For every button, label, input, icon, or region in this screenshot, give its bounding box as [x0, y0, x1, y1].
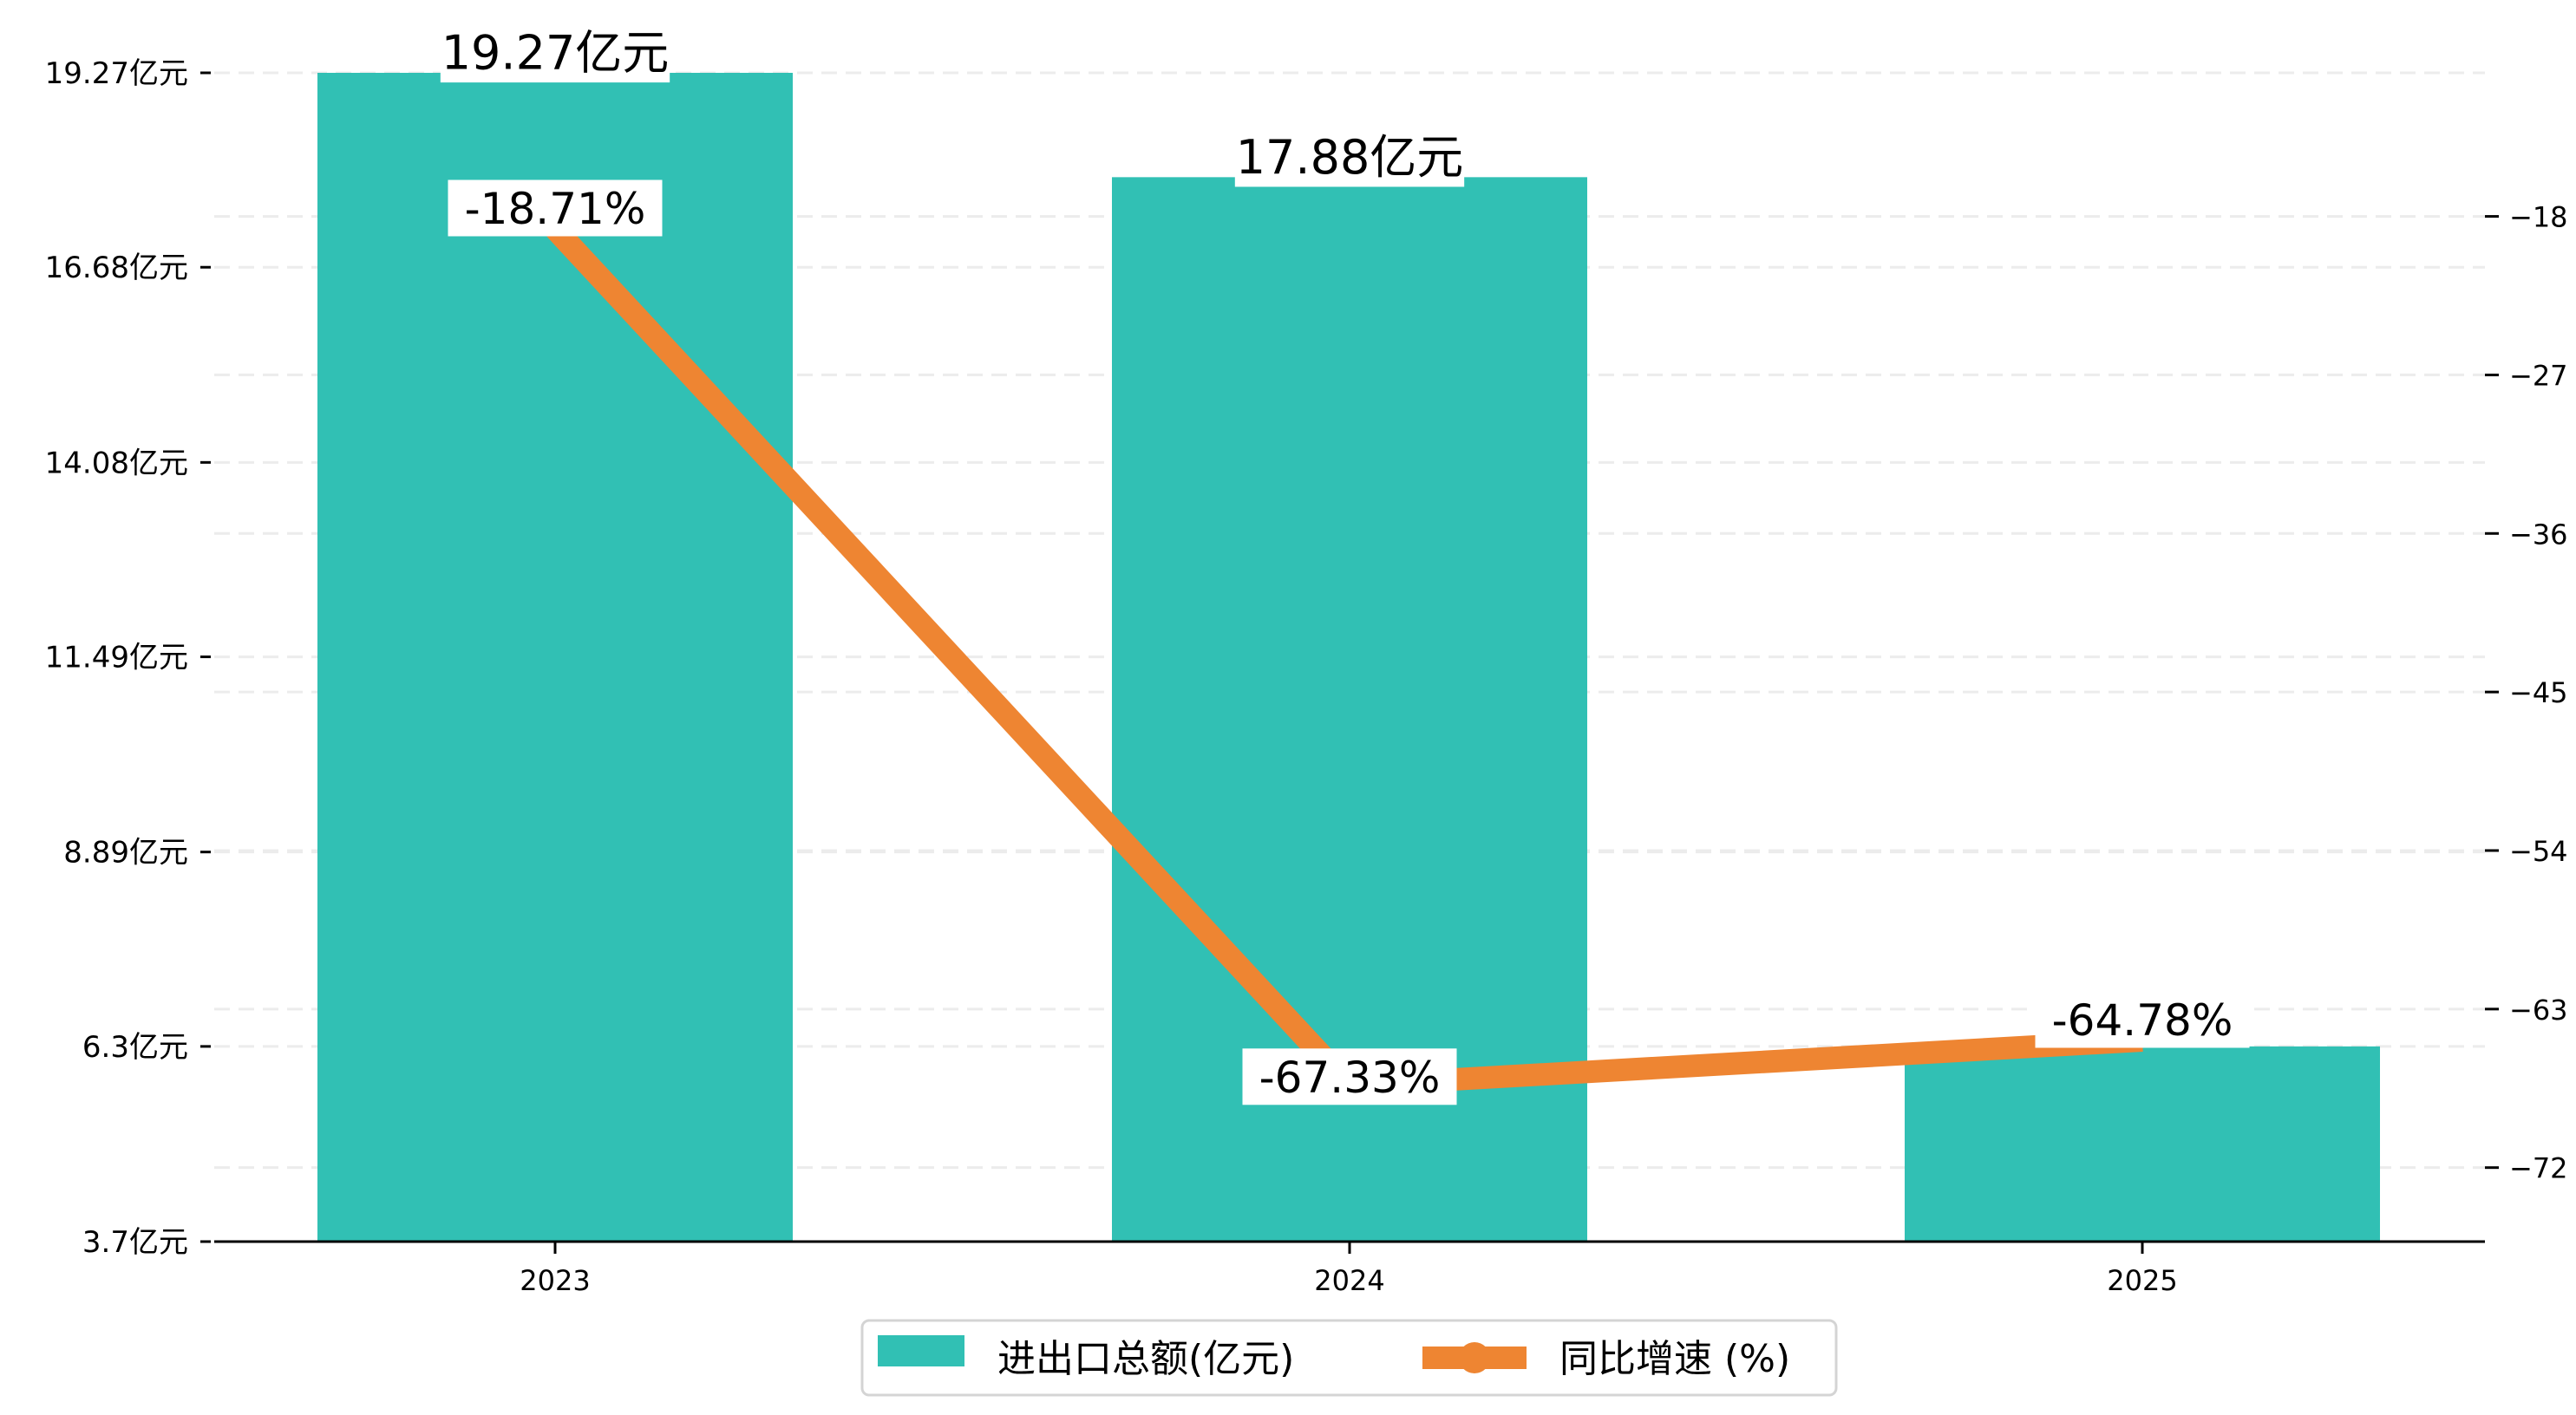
bar-2023 — [317, 73, 793, 1242]
bar-2025 — [1905, 1046, 2380, 1242]
right-tick-label: −72 — [2509, 1152, 2568, 1185]
right-tick-label: −45 — [2509, 676, 2568, 709]
legend-line-label: 同比增速 (%) — [1559, 1337, 1790, 1381]
axes: 3.7亿元 6.3亿元 8.89亿元 11.49亿元 14.08亿元 16.68亿元 19.… — [45, 56, 2568, 1297]
growth-value-label-box — [448, 179, 663, 237]
bars — [317, 73, 2380, 1242]
x-tick-label: 2025 — [2107, 1264, 2177, 1297]
bar-value-label: 19.27亿元 — [441, 25, 670, 80]
x-tick-label: 2024 — [1314, 1264, 1384, 1297]
left-tick-label: 19.27亿元 — [45, 56, 188, 91]
right-tick-label: −63 — [2509, 994, 2568, 1027]
bar-value-label-box — [1234, 126, 1465, 187]
legend: 进出口总额(亿元) 同比增速 (%) — [860, 1319, 1838, 1397]
right-tick-label: −36 — [2509, 518, 2568, 551]
data-labels: 19.27亿元 17.88亿元 -18.71% -67.33% -64.78% — [440, 21, 2250, 1105]
right-tick-label: −27 — [2509, 359, 2568, 392]
left-tick-label: 16.68亿元 — [45, 251, 188, 285]
legend-bar-label: 进出口总额(亿元) — [997, 1337, 1294, 1381]
right-tick-label: −18 — [2509, 201, 2568, 234]
growth-value-label: -18.71% — [465, 184, 646, 234]
legend-box — [860, 1319, 1838, 1397]
growth-value-label: -67.33% — [1259, 1053, 1441, 1103]
left-tick-label: 14.08亿元 — [45, 446, 188, 480]
growth-value-label: -64.78% — [2052, 995, 2233, 1046]
left-tick-label: 3.7亿元 — [82, 1225, 188, 1260]
legend-bar-swatch — [878, 1335, 964, 1366]
x-tick-label: 2023 — [520, 1264, 590, 1297]
legend-line-marker — [1459, 1342, 1490, 1373]
left-tick-label: 8.89亿元 — [63, 836, 188, 871]
growth-value-label-box — [1242, 1048, 1457, 1105]
bar-value-label-box — [440, 21, 670, 83]
left-tick-label: 11.49亿元 — [45, 641, 188, 675]
bar-value-label: 17.88亿元 — [1236, 130, 1464, 185]
growth-value-label-box — [2035, 991, 2250, 1048]
left-tick-label: 6.3亿元 — [82, 1030, 188, 1065]
right-tick-label: −54 — [2509, 835, 2568, 868]
